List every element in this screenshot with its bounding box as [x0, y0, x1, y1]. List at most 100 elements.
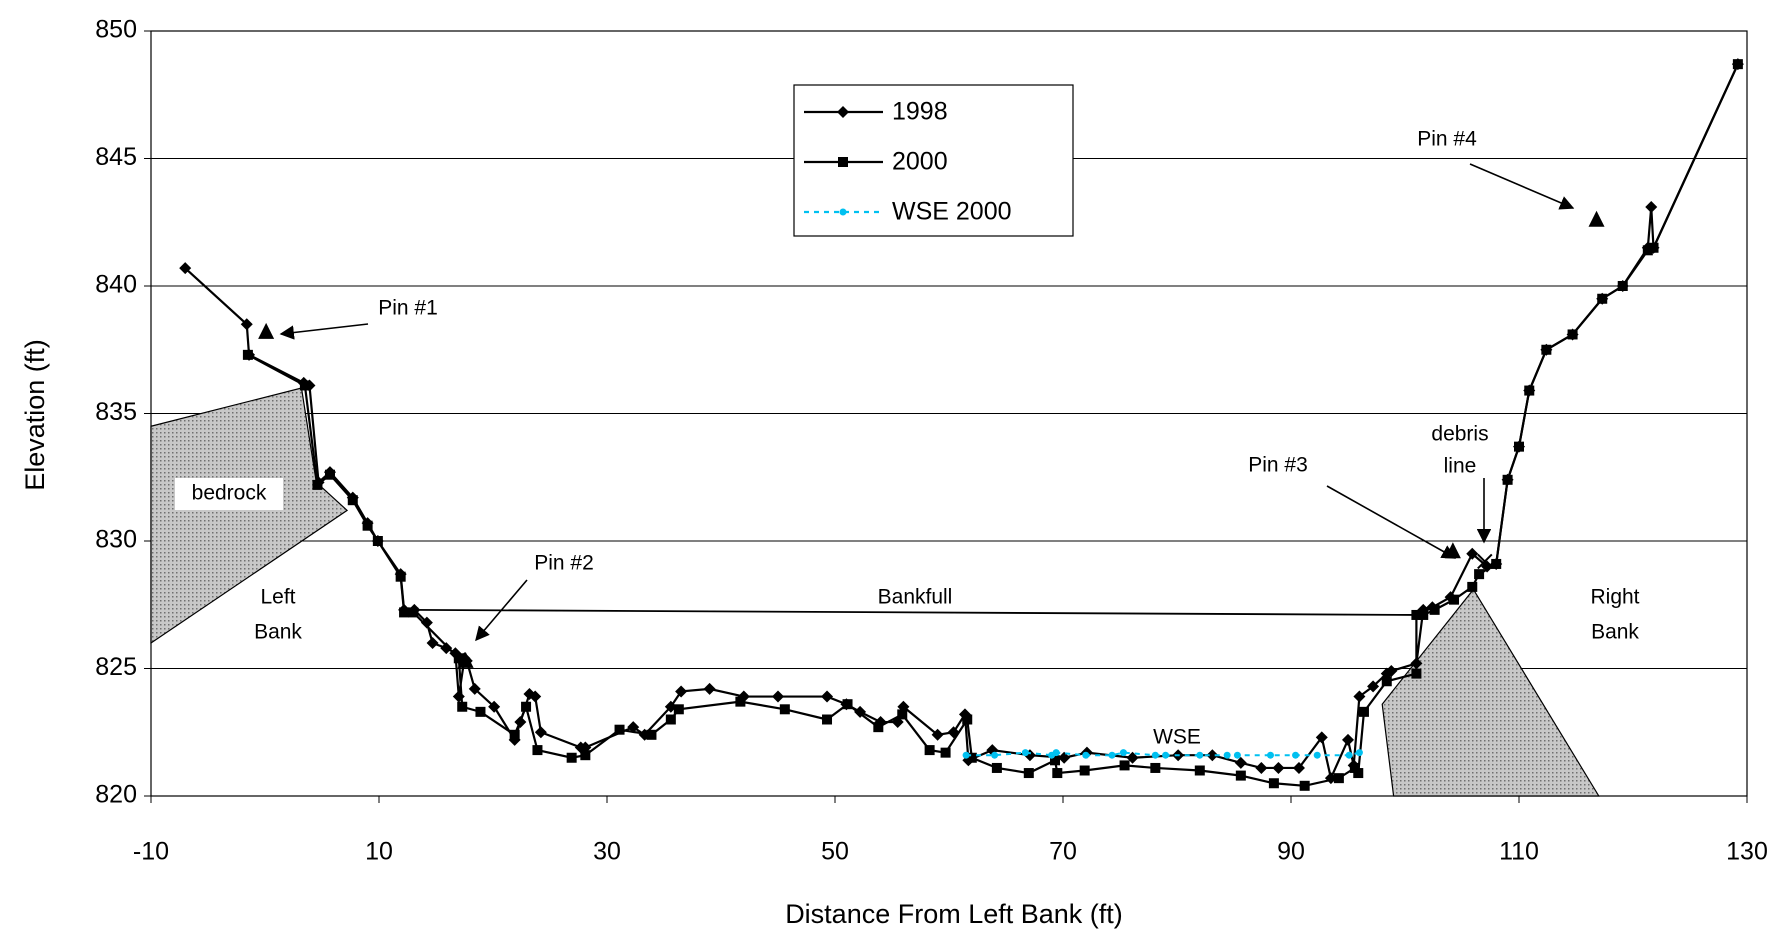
legend-marker [838, 157, 848, 167]
point [940, 747, 951, 758]
y-tick-label: 850 [95, 16, 137, 44]
point [362, 520, 373, 531]
point [299, 380, 310, 391]
point [580, 750, 591, 761]
point [842, 699, 853, 710]
point [1292, 761, 1305, 774]
x-axis-title: Distance From Left Bank (ft) [785, 899, 1123, 929]
point [1567, 329, 1578, 340]
point [1345, 751, 1353, 759]
point [1292, 751, 1300, 759]
y-tick-label: 825 [95, 653, 137, 681]
point [1514, 441, 1524, 452]
point [347, 495, 358, 506]
bank-region [1381, 588, 1600, 797]
point [453, 653, 464, 664]
bank-label: Bank [254, 621, 302, 644]
point [1196, 751, 1204, 759]
point [1023, 768, 1034, 779]
point [1642, 245, 1653, 256]
series-line [966, 751, 1360, 757]
point [1150, 762, 1161, 773]
point [534, 726, 547, 739]
point [1023, 749, 1036, 762]
plot-border [150, 30, 1748, 797]
point [521, 701, 532, 712]
point [1467, 581, 1478, 592]
label-box [175, 478, 283, 510]
point [646, 729, 657, 740]
point [1466, 547, 1479, 560]
point [529, 690, 542, 703]
point [873, 722, 884, 733]
point [1315, 731, 1328, 744]
region-label: bedrock [192, 482, 267, 505]
point [475, 706, 486, 717]
point [1355, 749, 1363, 757]
point [1255, 761, 1268, 774]
pin-label: Pin #4 [1417, 128, 1477, 151]
legend-marker [839, 208, 847, 216]
point [779, 704, 790, 715]
point [1313, 751, 1321, 759]
point [1052, 749, 1060, 757]
point [1108, 751, 1116, 759]
point [1194, 765, 1205, 776]
x-tick-label: 110 [1499, 838, 1539, 866]
point [1151, 751, 1159, 759]
x-tick-label: 70 [1049, 838, 1077, 866]
point [665, 714, 676, 725]
pin-label: Pin #1 [378, 297, 438, 320]
legend-label: 2000 [892, 148, 948, 176]
point [488, 700, 501, 713]
point [509, 729, 520, 740]
pin-marker [457, 651, 474, 668]
point [452, 690, 465, 703]
point [1353, 690, 1366, 703]
point [675, 685, 688, 698]
point [1268, 778, 1279, 789]
point [566, 752, 577, 763]
point [1358, 706, 1369, 717]
y-tick-label: 835 [95, 398, 137, 426]
point [991, 751, 999, 759]
point [1449, 594, 1460, 605]
point [1353, 768, 1364, 779]
bank-label: Left [260, 586, 295, 609]
point [1429, 604, 1440, 615]
point [1411, 668, 1422, 679]
point [1162, 751, 1170, 759]
point [312, 479, 323, 490]
point [426, 637, 439, 649]
point [821, 690, 834, 703]
point [324, 469, 335, 480]
point [962, 751, 970, 759]
point [399, 607, 410, 618]
y-axis-title: Elevation (ft) [20, 339, 50, 491]
point [1381, 676, 1392, 687]
point [179, 262, 192, 275]
point [1082, 751, 1090, 759]
point [822, 714, 833, 725]
debris-marker [1477, 553, 1493, 570]
debris-label: line [1444, 455, 1477, 478]
point [1617, 281, 1628, 291]
legend-marker [837, 106, 849, 118]
legend-label: 1998 [892, 98, 948, 126]
point [1349, 762, 1360, 773]
point [468, 682, 481, 695]
point [673, 704, 684, 715]
y-tick-label: 830 [95, 526, 137, 554]
point [1333, 773, 1344, 784]
legend: 1998 2000 WSE 2000 [793, 84, 1074, 237]
point [991, 762, 1002, 773]
point [627, 721, 640, 734]
point [897, 709, 908, 720]
point [240, 318, 253, 331]
bank-region [150, 387, 349, 645]
point [1021, 749, 1029, 757]
point [1223, 751, 1231, 759]
y-tick-label: 840 [95, 271, 137, 299]
point [1119, 760, 1130, 771]
point [408, 607, 419, 618]
